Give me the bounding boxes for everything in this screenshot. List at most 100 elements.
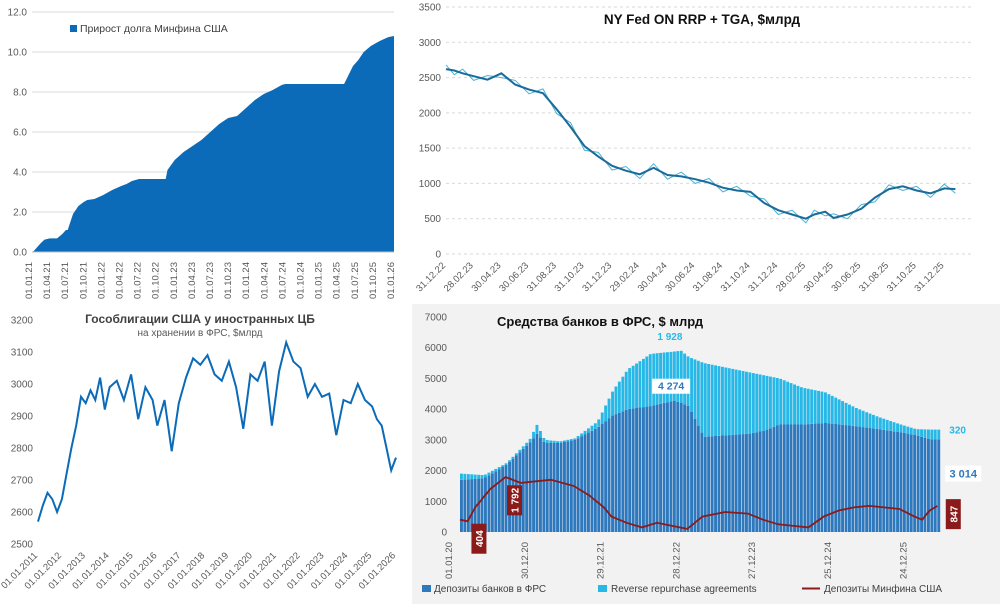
- res-deposits-bar: [463, 479, 467, 532]
- debt-x-tick: 01.04.24: [259, 262, 270, 299]
- res-deposits-bar: [872, 428, 875, 532]
- res-deposits-bar: [645, 406, 649, 532]
- res-rrp-bar: [892, 422, 896, 432]
- fcb-subtitle: на хранении в ФРС, $млрд: [137, 328, 262, 339]
- res-rrp-bar: [909, 427, 913, 435]
- res-rrp-bar: [830, 395, 834, 424]
- res-deposits-bar: [793, 424, 796, 532]
- res-deposits-bar: [559, 442, 563, 532]
- res-deposits-bar: [556, 442, 559, 532]
- res-rrp-bar: [617, 381, 621, 413]
- res-deposits-bar: [724, 435, 728, 532]
- res-x-tick: 29.12.21: [596, 542, 607, 579]
- res-deposits-bar: [885, 430, 889, 532]
- res-deposits-bar: [916, 435, 920, 532]
- res-deposits-bar: [487, 475, 491, 532]
- res-rrp-bar: [635, 363, 638, 408]
- res-deposits-bar: [635, 408, 638, 532]
- res-deposits-bar: [765, 429, 769, 532]
- res-deposits-bar: [497, 469, 501, 532]
- res-rrp-bar: [466, 474, 470, 480]
- debt-y-tick: 8.0: [13, 88, 27, 99]
- debt-x-tick: 01.07.25: [350, 262, 361, 299]
- res-rrp-bar: [875, 416, 879, 429]
- res-rrp-bar: [848, 404, 851, 426]
- res-rrp-bar: [669, 351, 673, 402]
- res-rrp-bar: [648, 354, 652, 407]
- res-rrp-bar: [772, 377, 776, 427]
- debt-x-tick: 01.01.23: [169, 262, 180, 299]
- rrp-x-tick: 31.12.25: [913, 260, 947, 294]
- debt-increase-panel: 0.0 2.0 4.0 6.0 8.0 10.0 12.0 01.01.21 01.04.21 0…: [0, 0, 400, 302]
- res-rrp-bar: [580, 433, 584, 437]
- res-deposits-bar: [621, 411, 625, 532]
- res-rrp-bar: [535, 424, 539, 434]
- debt-x-tick: 01.04.25: [332, 262, 343, 299]
- res-rrp-bar: [700, 362, 704, 433]
- res-rrp-bar: [611, 391, 614, 416]
- res-rrp-bar: [734, 369, 738, 435]
- fcb-y-tick: 3200: [11, 316, 34, 327]
- res-deposits-bar: [686, 405, 690, 532]
- res-deposits-bar: [628, 408, 632, 532]
- rrp-x-tick: 31.12.23: [580, 260, 614, 294]
- res-y-tick: 6000: [425, 343, 448, 354]
- debt-x-tick: 01.07.22: [133, 262, 144, 299]
- res-deposits-bar: [648, 406, 652, 532]
- res-deposits-bar: [580, 436, 584, 532]
- res-deposits-bar: [892, 431, 896, 532]
- res-deposits-bar: [796, 424, 800, 532]
- res-rrp-bar: [745, 371, 748, 434]
- res-rrp-bar: [861, 410, 865, 428]
- res-rrp-bar: [504, 463, 508, 465]
- res-deposits-bar: [710, 436, 714, 532]
- res-rrp-bar: [556, 441, 559, 443]
- res-rrp-bar: [803, 388, 807, 425]
- res-deposits-bar: [786, 424, 790, 532]
- res-rrp-bar: [882, 418, 886, 430]
- res-deposits-bar: [854, 426, 858, 532]
- res-deposits-bar: [683, 404, 687, 532]
- debt-x-tick: 01.10.22: [151, 262, 162, 299]
- res-deposits-bar: [844, 425, 848, 532]
- res-deposits-bar: [460, 479, 463, 532]
- res-deposits-bar: [569, 440, 573, 532]
- res-rrp-bar: [868, 413, 872, 429]
- res-rrp-bar: [896, 423, 899, 432]
- fcb-y-tick: 2500: [11, 540, 34, 551]
- res-rrp-last-label: 320: [949, 426, 966, 437]
- res-deposits-bar: [552, 442, 556, 532]
- rrp-x-tick: 30.06.24: [663, 260, 697, 294]
- res-rrp-bar: [477, 474, 481, 479]
- res-deposits-bar: [933, 439, 937, 532]
- debt-x-tick: 01.10.24: [296, 262, 307, 299]
- res-rrp-bar: [889, 421, 893, 431]
- res-rrp-bar: [693, 359, 697, 419]
- rrp-y-tick: 1500: [419, 144, 442, 155]
- res-deposits-bar: [755, 432, 759, 532]
- fcb-y-tick: 2600: [11, 508, 34, 519]
- res-deposits-bar: [745, 433, 748, 532]
- res-rrp-bar: [666, 352, 669, 403]
- res-rrp-bar: [597, 419, 601, 427]
- res-rrp-bar: [679, 350, 683, 403]
- fcb-y-tick: 2700: [11, 476, 34, 487]
- res-deposits-bar: [470, 479, 474, 532]
- res-rrp-bar: [539, 431, 542, 438]
- rrp-x-tick: 31.12.22: [414, 260, 448, 294]
- res-rrp-bar: [631, 365, 635, 409]
- rrp-x-tick: 30.04.24: [636, 260, 670, 294]
- res-deposits-bar: [751, 432, 755, 532]
- rrp-x-tick: 31.12.24: [746, 260, 780, 294]
- bank-reserves-panel: 0 1000 2000 3000 4000 5000 6000 7000 01.01.20 30.…: [412, 304, 1000, 604]
- debt-x-tick: 01.10.23: [223, 262, 234, 299]
- res-deposits-bar: [590, 430, 594, 532]
- res-deposits-bar: [731, 434, 735, 532]
- rrp-x-tick: 30.06.23: [497, 260, 531, 294]
- res-rrp-bar: [786, 381, 790, 425]
- res-rrp-bar: [549, 440, 553, 443]
- res-deposits-bar: [913, 435, 917, 532]
- res-rrp-bar: [532, 431, 535, 439]
- debt-x-tick: 01.04.22: [115, 262, 126, 299]
- res-rrp-bar: [521, 446, 525, 449]
